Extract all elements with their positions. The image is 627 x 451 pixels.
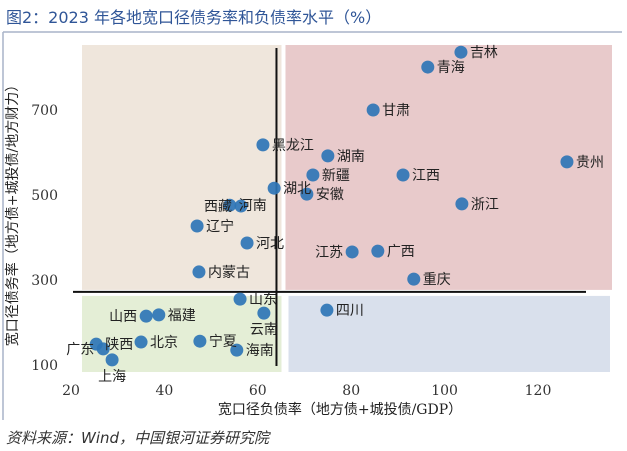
point-label: 广西 bbox=[387, 244, 415, 260]
point-label: 四川 bbox=[336, 303, 364, 319]
quadrant-top-right bbox=[285, 45, 612, 290]
x-axis-label: 宽口径负债率（地方债+城投债/GDP） bbox=[218, 401, 462, 418]
data-point bbox=[306, 168, 320, 182]
point-label: 黑龙江 bbox=[272, 138, 314, 154]
x-tick-label: 60 bbox=[249, 383, 267, 399]
data-point bbox=[190, 219, 204, 233]
data-point bbox=[267, 181, 281, 195]
x-tick-label: 100 bbox=[431, 383, 458, 399]
point-label: 宁夏 bbox=[209, 333, 237, 350]
point-label: 湖南 bbox=[337, 149, 365, 165]
data-point bbox=[223, 198, 237, 212]
y-tick-label: 500 bbox=[31, 188, 58, 204]
point-label: 河北 bbox=[256, 236, 284, 252]
data-point bbox=[454, 45, 468, 59]
data-point bbox=[134, 335, 148, 349]
data-point bbox=[139, 309, 153, 323]
x-tick-label: 20 bbox=[62, 383, 80, 399]
y-axis-label: 宽口径债务率（地方债+城投债/地方财力） bbox=[4, 78, 21, 346]
data-point bbox=[233, 292, 247, 306]
point-label: 福建 bbox=[168, 308, 196, 324]
data-point bbox=[321, 149, 335, 163]
data-point bbox=[105, 353, 119, 367]
point-label: 吉林 bbox=[470, 45, 498, 61]
point-label: 广东 bbox=[66, 342, 94, 358]
data-point bbox=[257, 306, 271, 320]
point-label: 甘肃 bbox=[382, 103, 410, 119]
data-point bbox=[320, 303, 334, 317]
point-label: 贵州 bbox=[576, 155, 604, 171]
point-label: 江苏 bbox=[315, 245, 343, 261]
data-point bbox=[345, 245, 359, 259]
x-tick-label: 80 bbox=[342, 383, 360, 399]
data-point bbox=[455, 197, 469, 211]
y-tick-label: 700 bbox=[31, 103, 58, 119]
data-point bbox=[234, 199, 248, 213]
point-label: 河南 bbox=[239, 198, 267, 214]
point-label: 海南 bbox=[246, 343, 274, 359]
point-label: 江西 bbox=[412, 168, 440, 184]
point-label: 辽宁 bbox=[206, 218, 234, 235]
point-label: 新疆 bbox=[322, 168, 350, 184]
x-tick-label: 40 bbox=[155, 383, 173, 399]
point-label: 上海 bbox=[98, 369, 126, 385]
data-point bbox=[230, 343, 244, 357]
data-point bbox=[366, 103, 380, 117]
point-label: 内蒙古 bbox=[208, 265, 250, 281]
point-label: 西藏 bbox=[204, 199, 232, 215]
data-point bbox=[193, 334, 207, 348]
point-label: 浙江 bbox=[471, 197, 499, 213]
data-point bbox=[192, 265, 206, 279]
data-point bbox=[300, 187, 314, 201]
quadrant-top-left bbox=[82, 45, 282, 290]
point-label: 湖北 bbox=[283, 181, 311, 197]
point-label: 云南 bbox=[250, 322, 278, 338]
point-label: 重庆 bbox=[423, 272, 451, 288]
source-note: 资料来源：Wind，中国银河证券研究院 bbox=[6, 429, 270, 447]
quadrant-bottom-right bbox=[288, 295, 610, 372]
data-point bbox=[371, 244, 385, 258]
data-point bbox=[421, 60, 435, 74]
data-point bbox=[407, 272, 421, 286]
data-point bbox=[560, 155, 574, 169]
data-point bbox=[240, 236, 254, 250]
y-tick-label: 100 bbox=[31, 358, 58, 374]
data-point bbox=[256, 138, 270, 152]
data-point bbox=[396, 168, 410, 182]
figure-title: 图2：2023 年各地宽口径债务率和负债率水平（%） bbox=[6, 8, 382, 27]
point-label: 安徽 bbox=[316, 187, 344, 203]
point-label: 山西 bbox=[109, 309, 137, 325]
point-label: 北京 bbox=[150, 335, 178, 351]
x-tick-label: 120 bbox=[525, 383, 552, 399]
data-point bbox=[152, 308, 166, 322]
y-tick-label: 300 bbox=[31, 273, 58, 289]
point-label: 陕西 bbox=[105, 337, 133, 353]
point-label: 山东 bbox=[249, 292, 277, 308]
data-point bbox=[96, 342, 110, 356]
point-label: 青海 bbox=[437, 60, 465, 76]
